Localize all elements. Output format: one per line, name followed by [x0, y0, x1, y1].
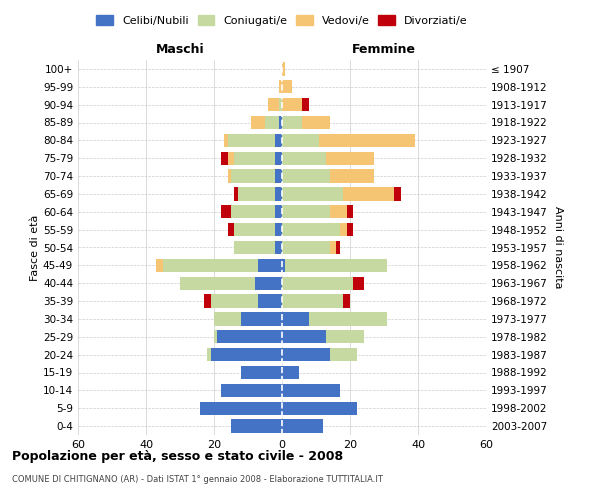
- Bar: [235, 223, 275, 236]
- Bar: [282, 420, 323, 433]
- Bar: [231, 170, 275, 183]
- Bar: [278, 98, 282, 112]
- Bar: [282, 205, 329, 218]
- Y-axis label: Anni di nascita: Anni di nascita: [553, 206, 563, 289]
- Bar: [282, 294, 343, 308]
- Bar: [214, 330, 217, 344]
- Bar: [224, 134, 227, 147]
- Bar: [163, 258, 258, 272]
- Bar: [258, 258, 282, 272]
- Bar: [347, 205, 353, 218]
- Bar: [282, 80, 292, 94]
- Bar: [282, 187, 343, 200]
- Bar: [282, 152, 326, 165]
- Bar: [282, 312, 309, 326]
- Bar: [268, 98, 278, 112]
- Bar: [282, 384, 340, 397]
- Bar: [235, 152, 275, 165]
- Bar: [326, 152, 374, 165]
- Bar: [275, 205, 282, 218]
- Bar: [302, 116, 329, 129]
- Bar: [282, 116, 302, 129]
- Bar: [211, 348, 282, 362]
- Bar: [217, 330, 282, 344]
- Bar: [282, 170, 329, 183]
- Text: Femmine: Femmine: [352, 44, 416, 57]
- Bar: [329, 348, 357, 362]
- Bar: [200, 402, 282, 415]
- Bar: [275, 187, 282, 200]
- Bar: [231, 420, 282, 433]
- Bar: [211, 294, 258, 308]
- Bar: [353, 276, 364, 290]
- Text: Maschi: Maschi: [155, 44, 205, 57]
- Bar: [227, 152, 235, 165]
- Bar: [302, 98, 309, 112]
- Bar: [394, 187, 401, 200]
- Bar: [265, 116, 278, 129]
- Bar: [282, 98, 302, 112]
- Bar: [235, 187, 238, 200]
- Bar: [343, 187, 394, 200]
- Bar: [275, 152, 282, 165]
- Bar: [227, 134, 275, 147]
- Bar: [340, 223, 347, 236]
- Bar: [309, 312, 388, 326]
- Bar: [282, 62, 286, 76]
- Bar: [278, 116, 282, 129]
- Bar: [275, 170, 282, 183]
- Bar: [241, 366, 282, 379]
- Bar: [214, 312, 241, 326]
- Legend: Celibi/Nubili, Coniugati/e, Vedovi/e, Divorziati/e: Celibi/Nubili, Coniugati/e, Vedovi/e, Di…: [92, 10, 472, 30]
- Bar: [282, 402, 357, 415]
- Bar: [329, 241, 337, 254]
- Bar: [275, 223, 282, 236]
- Text: Popolazione per età, sesso e stato civile - 2008: Popolazione per età, sesso e stato civil…: [12, 450, 343, 463]
- Bar: [329, 205, 347, 218]
- Bar: [337, 241, 340, 254]
- Bar: [282, 134, 319, 147]
- Text: COMUNE DI CHITIGNANO (AR) - Dati ISTAT 1° gennaio 2008 - Elaborazione TUTTITALIA: COMUNE DI CHITIGNANO (AR) - Dati ISTAT 1…: [12, 475, 383, 484]
- Bar: [251, 116, 265, 129]
- Bar: [204, 294, 211, 308]
- Bar: [343, 294, 350, 308]
- Bar: [235, 241, 275, 254]
- Bar: [275, 134, 282, 147]
- Bar: [156, 258, 163, 272]
- Bar: [207, 348, 211, 362]
- Bar: [227, 170, 231, 183]
- Bar: [221, 152, 227, 165]
- Bar: [282, 223, 340, 236]
- Bar: [241, 312, 282, 326]
- Bar: [227, 223, 235, 236]
- Bar: [278, 80, 282, 94]
- Bar: [258, 294, 282, 308]
- Bar: [221, 205, 231, 218]
- Bar: [238, 187, 275, 200]
- Bar: [282, 330, 326, 344]
- Bar: [329, 170, 374, 183]
- Bar: [255, 276, 282, 290]
- Bar: [319, 134, 415, 147]
- Y-axis label: Fasce di età: Fasce di età: [30, 214, 40, 280]
- Bar: [326, 330, 364, 344]
- Bar: [221, 384, 282, 397]
- Bar: [282, 366, 299, 379]
- Bar: [275, 241, 282, 254]
- Bar: [347, 223, 353, 236]
- Bar: [231, 205, 275, 218]
- Bar: [286, 258, 388, 272]
- Bar: [282, 348, 329, 362]
- Bar: [282, 276, 353, 290]
- Bar: [282, 241, 329, 254]
- Bar: [180, 276, 255, 290]
- Bar: [282, 258, 286, 272]
